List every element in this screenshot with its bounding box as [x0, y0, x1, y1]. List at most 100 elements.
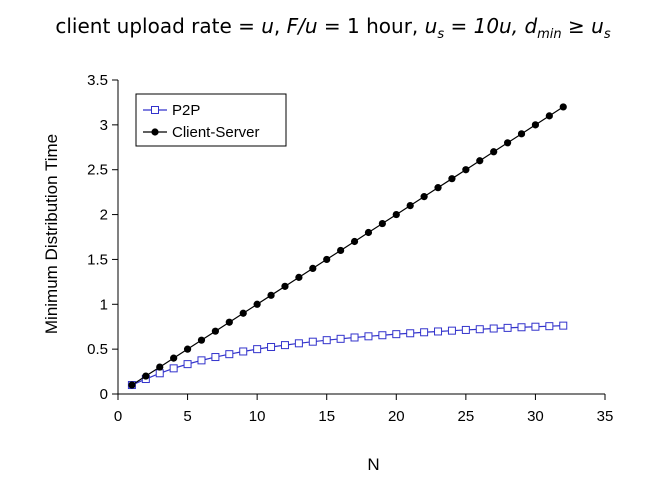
caption-d-sub: min: [537, 27, 562, 42]
data-point: [434, 184, 442, 192]
data-point: [531, 322, 540, 331]
data-point: [142, 372, 150, 380]
data-point: [503, 323, 512, 332]
caption-eq-10u: = 10u,: [444, 14, 525, 38]
chart-series: [127, 103, 568, 390]
x-tick-label: 25: [458, 408, 475, 425]
y-tick-label: 3: [100, 117, 108, 134]
data-point: [225, 318, 233, 326]
legend-marker: [151, 106, 159, 114]
data-point: [475, 325, 484, 334]
x-tick-label: 5: [183, 408, 191, 425]
chart-caption: client upload rate = u, F/u = 1 hour, us…: [0, 14, 666, 42]
data-point: [336, 334, 345, 343]
caption-prefix: client upload rate =: [55, 14, 262, 38]
caption-u: u: [261, 14, 274, 38]
data-point: [239, 309, 247, 317]
data-point: [169, 364, 178, 373]
x-tick-label: 10: [249, 408, 266, 425]
data-point: [295, 273, 303, 281]
data-point: [197, 356, 206, 365]
caption-us2-sub: s: [603, 27, 611, 42]
data-point: [461, 325, 470, 334]
y-tick-label: 1.5: [87, 251, 108, 268]
caption-us-sub: s: [437, 27, 445, 42]
y-tick-label: 2: [100, 207, 108, 224]
data-point: [378, 331, 387, 340]
data-point: [504, 139, 512, 147]
data-point: [239, 347, 248, 356]
y-tick-label: 0.5: [87, 341, 108, 358]
data-point: [211, 327, 219, 335]
data-point: [434, 327, 443, 336]
data-point: [490, 148, 498, 156]
series-p2p: [127, 321, 568, 390]
data-point: [183, 360, 192, 369]
data-point: [197, 336, 206, 344]
caption-d-base: d: [524, 14, 538, 38]
caption-eq-hour: = 1 hour,: [317, 14, 425, 38]
data-point: [392, 210, 400, 219]
data-point: [378, 219, 386, 228]
caption-us-base: u: [424, 14, 438, 38]
data-point: [489, 324, 498, 333]
data-point: [128, 381, 136, 389]
y-tick-label: 3.5: [87, 72, 108, 89]
series-line: [131, 106, 564, 386]
data-point: [323, 255, 331, 264]
data-point: [156, 363, 164, 371]
x-axis-label: N: [367, 455, 379, 474]
data-point: [517, 130, 526, 138]
data-point: [448, 175, 456, 183]
data-point: [225, 350, 234, 359]
legend-marker: [151, 128, 159, 136]
caption-sep1: ,: [273, 14, 287, 38]
data-point: [253, 345, 262, 354]
data-point: [559, 103, 567, 111]
data-point: [545, 322, 554, 331]
data-point: [183, 345, 192, 353]
data-point: [559, 321, 568, 330]
data-point: [294, 339, 303, 348]
data-point: [392, 330, 401, 339]
data-point: [406, 202, 414, 210]
caption-ratio: F/u: [286, 14, 318, 38]
data-point: [350, 333, 359, 342]
data-point: [280, 341, 289, 350]
data-point: [462, 166, 470, 174]
caption-us2-base: u: [591, 14, 604, 38]
data-point: [406, 329, 415, 338]
y-axis-label: Minimum Distribution Time: [42, 134, 61, 334]
y-tick-label: 0: [100, 386, 108, 403]
chart-legend: P2P Client-Server: [135, 93, 287, 147]
legend-label: P2P: [172, 102, 200, 119]
legend-label: Client-Server: [172, 124, 260, 141]
data-point: [253, 300, 261, 308]
data-point: [281, 282, 289, 290]
series-client-server: [128, 103, 567, 389]
data-point: [364, 332, 373, 341]
data-point: [350, 237, 359, 246]
legend-box: [135, 93, 287, 147]
data-point: [420, 193, 428, 201]
x-tick-label: 20: [388, 408, 405, 425]
data-point: [531, 121, 540, 129]
x-tick-label: 35: [597, 408, 614, 425]
data-point: [211, 353, 220, 362]
x-tick-label: 0: [114, 408, 122, 425]
data-point: [337, 246, 345, 255]
data-point: [170, 354, 178, 362]
data-point: [364, 228, 373, 237]
data-point: [267, 342, 276, 351]
data-point: [267, 291, 275, 299]
data-point: [308, 337, 317, 346]
x-tick-label: 30: [527, 408, 544, 425]
y-tick-label: 1: [100, 296, 108, 313]
x-tick-label: 15: [318, 408, 335, 425]
chart-axes: 0 5 10 15 20 25 30 35 0 0.5 1 1.5 2 2.5 3 3.5 N Minimum D…: [42, 72, 613, 474]
data-point: [447, 326, 456, 335]
series-line: [131, 325, 564, 386]
y-tick-label: 2.5: [87, 162, 108, 179]
data-point: [476, 157, 484, 165]
